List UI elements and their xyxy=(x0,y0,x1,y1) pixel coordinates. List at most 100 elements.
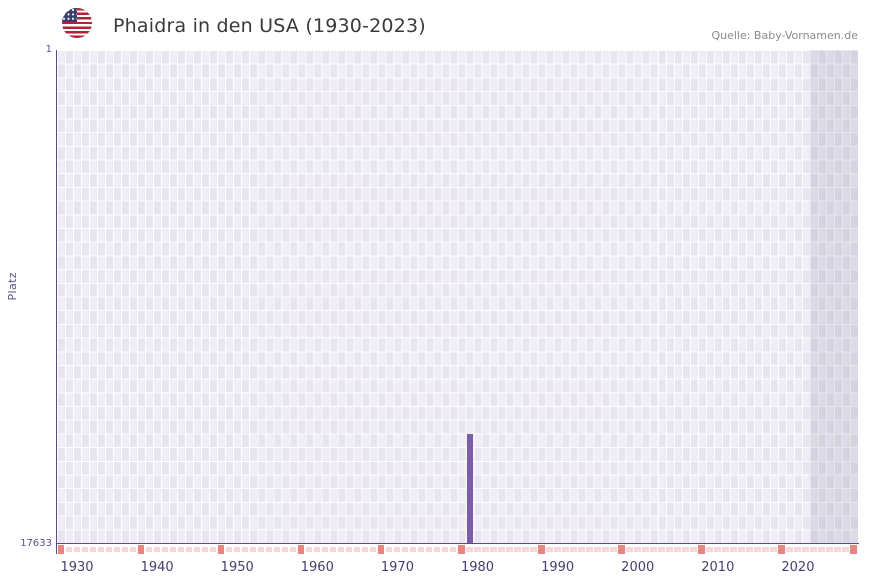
marker-cell xyxy=(337,547,345,552)
x-tick-label: 2020 xyxy=(781,560,815,575)
marker-cell xyxy=(570,547,577,552)
marker-cell xyxy=(634,547,641,552)
marker-highlight xyxy=(377,545,385,554)
x-axis-labels: 1930 1940 1950 1960 1970 1980 1990 2000 2010 2020 xyxy=(57,560,858,580)
marker-highlight xyxy=(698,545,705,554)
marker-cell xyxy=(449,547,457,552)
marker-cell xyxy=(754,547,761,552)
marker-cell xyxy=(682,547,689,552)
marker-cell xyxy=(586,547,593,552)
marker-cell xyxy=(329,547,337,552)
us-flag-icon xyxy=(62,8,92,38)
marker-cell xyxy=(834,547,841,552)
marker-cell xyxy=(129,547,137,552)
marker-cell xyxy=(345,547,353,552)
marker-cell xyxy=(826,547,833,552)
marker-highlight xyxy=(217,545,225,554)
marker-cell xyxy=(193,547,201,552)
marker-cell xyxy=(602,547,609,552)
marker-cell xyxy=(201,547,209,552)
marker-cell xyxy=(233,547,241,552)
marker-highlight xyxy=(297,545,305,554)
marker-cell xyxy=(425,547,433,552)
marker-cell xyxy=(626,547,633,552)
marker-cell xyxy=(305,547,313,552)
marker-row xyxy=(57,545,858,555)
marker-cell xyxy=(281,547,289,552)
x-tick-label: 1980 xyxy=(460,560,495,575)
marker-highlight xyxy=(778,545,785,554)
marker-cell xyxy=(562,547,569,552)
marker-cell xyxy=(209,547,217,552)
marker-cell xyxy=(794,547,801,552)
x-axis-line xyxy=(56,543,859,544)
marker-cell xyxy=(818,547,825,552)
y-axis-title: Platz xyxy=(6,272,19,301)
marker-cell xyxy=(714,547,721,552)
marker-cell xyxy=(474,547,481,552)
marker-cell xyxy=(746,547,753,552)
marker-cell xyxy=(145,547,153,552)
marker-cell xyxy=(546,547,553,552)
marker-highlight xyxy=(57,545,64,554)
marker-cell xyxy=(265,547,273,552)
x-tick-label: 2000 xyxy=(621,560,655,575)
marker-cell xyxy=(409,547,417,552)
x-tick-label: 1950 xyxy=(220,560,254,575)
marker-cell xyxy=(153,547,161,552)
marker-highlight xyxy=(137,545,145,554)
source-credit: Quelle: Baby-Vornamen.de xyxy=(711,29,858,42)
marker-cell xyxy=(730,547,737,552)
marker-cell xyxy=(433,547,441,552)
marker-cell xyxy=(73,547,81,552)
flag-canton xyxy=(62,8,77,22)
y-axis-line xyxy=(56,50,57,554)
marker-cell xyxy=(650,547,657,552)
marker-cell xyxy=(738,547,745,552)
x-tick-label: 1990 xyxy=(541,560,575,575)
no-data-region xyxy=(809,50,858,543)
marker-cell xyxy=(273,547,281,552)
marker-cell xyxy=(722,547,729,552)
marker-cell xyxy=(530,547,537,552)
page-title: Phaidra in den USA (1930-2023) xyxy=(113,15,426,37)
marker-cell xyxy=(65,547,72,552)
marker-cell xyxy=(690,547,697,552)
marker-cell xyxy=(97,547,105,552)
marker-cell xyxy=(385,547,393,552)
marker-cell xyxy=(786,547,793,552)
marker-cell xyxy=(441,547,449,552)
marker-cell xyxy=(810,547,817,552)
marker-cell xyxy=(490,547,497,552)
y-axis-bottom-label: 17633 xyxy=(20,538,52,549)
marker-cell xyxy=(225,547,233,552)
marker-cell xyxy=(81,547,89,552)
marker-cell xyxy=(482,547,489,552)
marker-cell xyxy=(401,547,409,552)
marker-cell xyxy=(393,547,401,552)
marker-cell xyxy=(257,547,265,552)
plot-area xyxy=(57,50,858,543)
x-tick-label: 1960 xyxy=(300,560,334,575)
x-tick-label: 1940 xyxy=(140,560,174,575)
marker-cell xyxy=(674,547,681,552)
marker-cell xyxy=(498,547,505,552)
marker-cell xyxy=(522,547,529,552)
marker-cell xyxy=(802,547,809,552)
x-tick-label: 2010 xyxy=(701,560,735,575)
marker-cell xyxy=(666,547,673,552)
x-tick-label: 1930 xyxy=(60,560,94,575)
marker-highlight xyxy=(850,545,857,554)
marker-cell xyxy=(161,547,169,552)
marker-cell xyxy=(514,547,521,552)
marker-cell xyxy=(169,547,177,552)
marker-cell xyxy=(594,547,601,552)
marker-cell xyxy=(554,547,561,552)
marker-cell xyxy=(578,547,585,552)
marker-cell xyxy=(842,547,849,552)
y-axis-top-label: 1 xyxy=(45,44,52,55)
marker-cell xyxy=(121,547,129,552)
marker-cell xyxy=(313,547,321,552)
x-tick-label: 1970 xyxy=(380,560,414,575)
